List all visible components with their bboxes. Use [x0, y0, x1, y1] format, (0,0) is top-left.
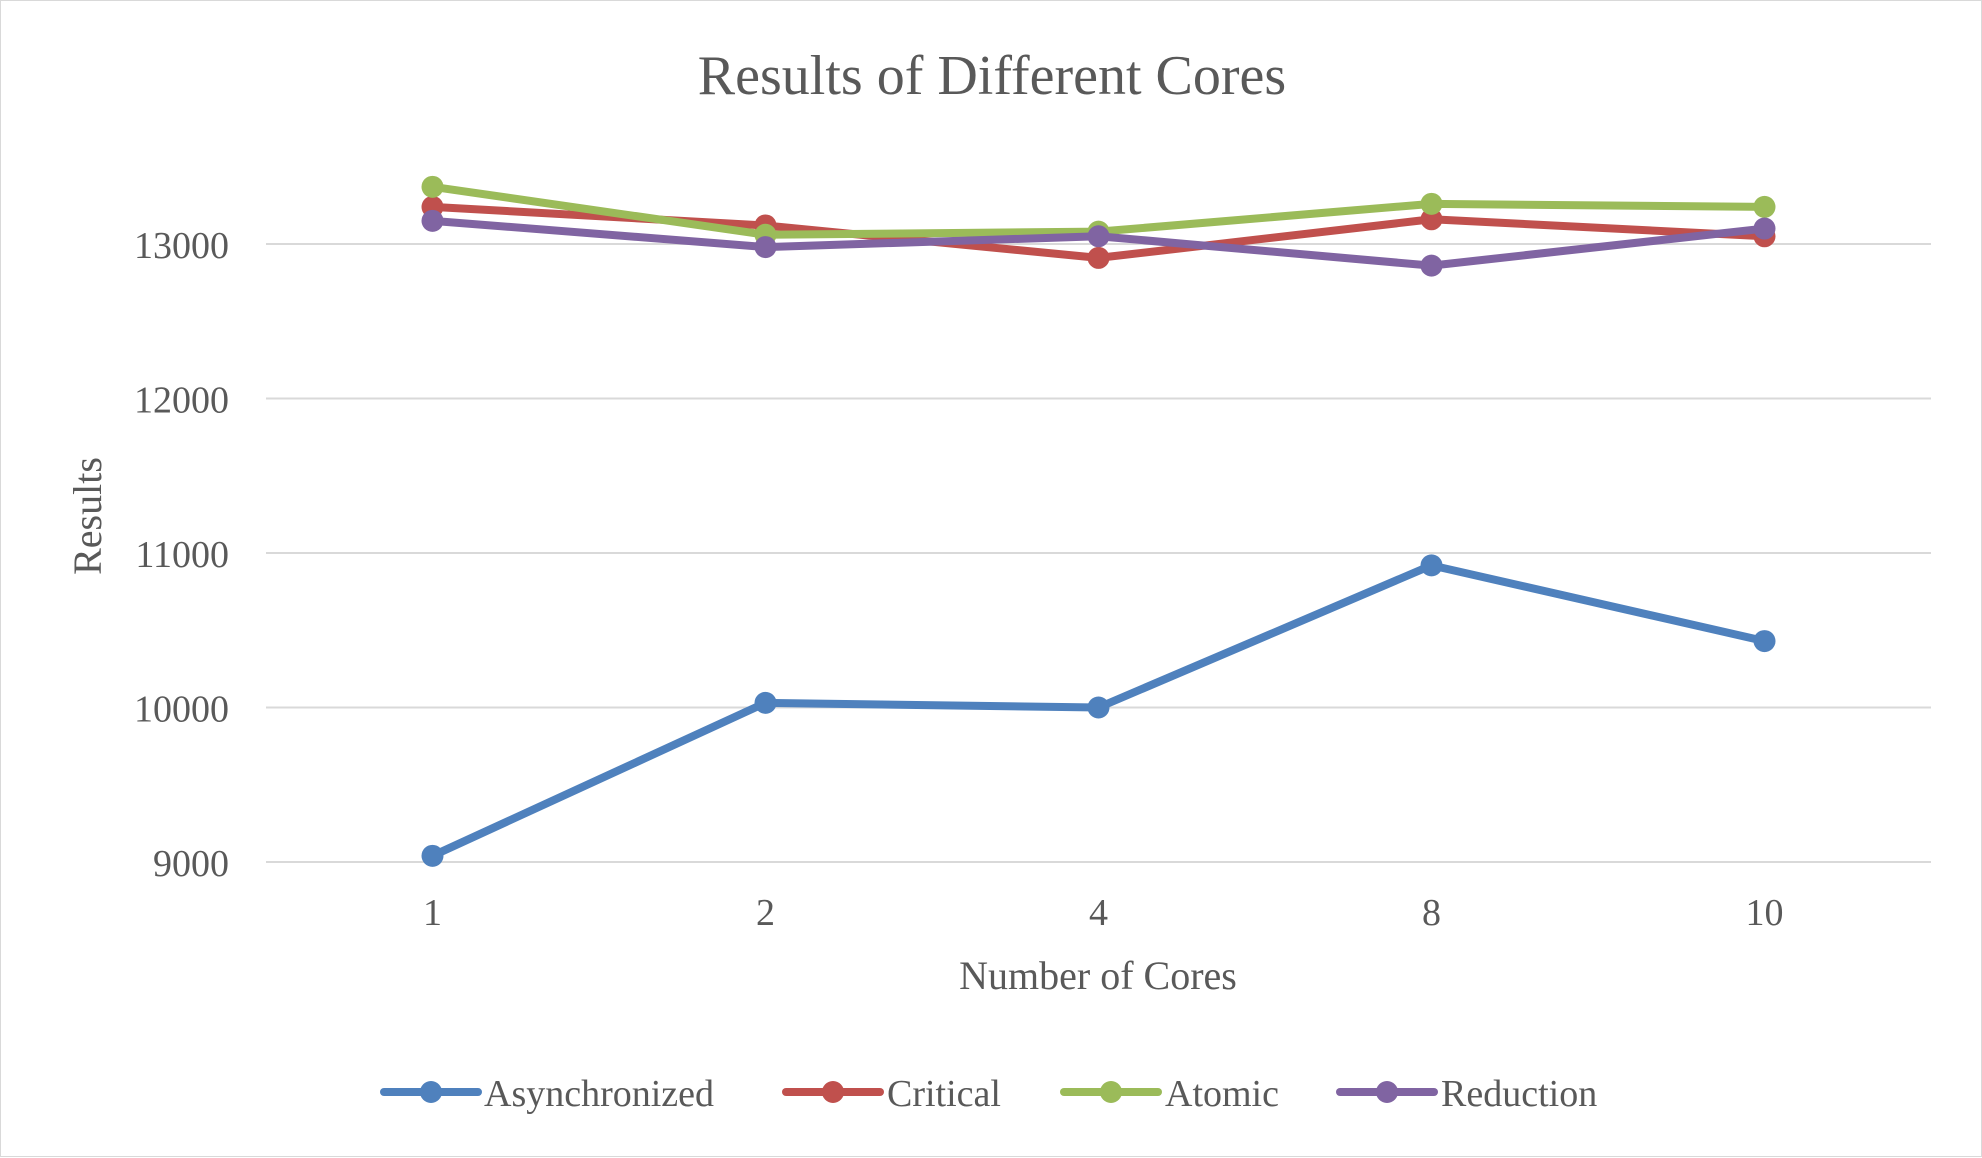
data-point: [1420, 192, 1443, 215]
data-point: [1087, 696, 1110, 719]
data-point: [1753, 630, 1776, 653]
chart-title: Results of Different Cores: [698, 45, 1286, 107]
gridlines: [266, 243, 1931, 863]
legend-label: Atomic: [1165, 1073, 1279, 1115]
data-point: [421, 844, 444, 867]
legend-swatch-marker: [1100, 1081, 1122, 1103]
y-tick-label: 12000: [134, 380, 229, 422]
data-point: [1420, 208, 1443, 231]
series-layer: [421, 175, 1776, 867]
legend-swatch-marker: [1376, 1081, 1398, 1103]
series-asynchronized: [421, 554, 1776, 867]
y-axis-label: Results: [65, 457, 110, 575]
y-tick-labels: 9000 10000 11000 12000 13000: [134, 225, 229, 885]
legend-label: Critical: [887, 1073, 1001, 1115]
y-tick-label: 11000: [135, 534, 229, 576]
legend: Asynchronized Critical Atomic Reduction: [380, 1073, 1597, 1115]
data-point: [1087, 225, 1110, 248]
legend-label: Asynchronized: [484, 1073, 714, 1115]
data-point: [1753, 195, 1776, 218]
x-tick-label: 8: [1422, 892, 1441, 934]
legend-item-reduction: Reduction: [1336, 1073, 1597, 1115]
legend-item-critical: Critical: [782, 1073, 1001, 1115]
x-tick-label: 10: [1746, 892, 1784, 934]
data-point: [1087, 246, 1110, 269]
legend-item-asynchronized: Asynchronized: [380, 1073, 714, 1115]
y-tick-label: 9000: [153, 843, 229, 885]
legend-swatch-marker: [420, 1081, 442, 1103]
x-tick-labels: 1 2 4 8 10: [423, 892, 1784, 934]
data-point: [421, 209, 444, 232]
x-axis-label: Number of Cores: [959, 953, 1237, 998]
y-tick-label: 10000: [134, 689, 229, 731]
data-point: [1753, 217, 1776, 240]
x-tick-label: 2: [756, 892, 775, 934]
series-reduction: [421, 209, 1776, 277]
data-point: [1420, 254, 1443, 277]
data-point: [421, 175, 444, 198]
legend-swatch-marker: [822, 1081, 844, 1103]
data-point: [1420, 554, 1443, 577]
x-tick-label: 4: [1089, 892, 1108, 934]
legend-item-atomic: Atomic: [1060, 1073, 1279, 1115]
data-point: [754, 236, 777, 259]
x-tick-label: 1: [423, 892, 442, 934]
data-point: [754, 691, 777, 714]
legend-label: Reduction: [1441, 1073, 1597, 1115]
y-tick-label: 13000: [134, 225, 229, 267]
